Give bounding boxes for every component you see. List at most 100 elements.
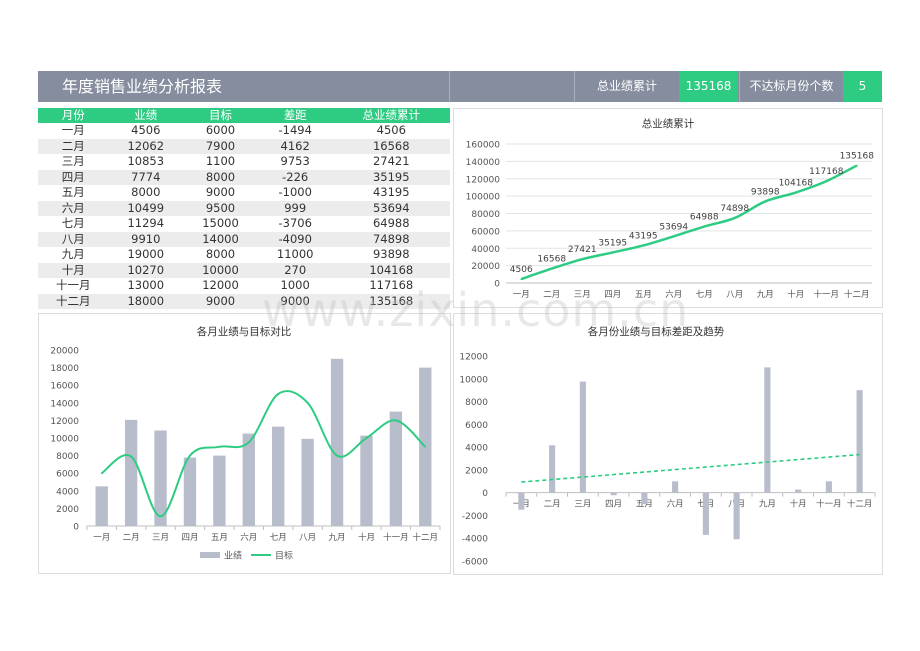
y-tick-label: 2000 <box>465 466 488 476</box>
data-label: 64988 <box>690 213 719 223</box>
cell-sales: 12062 <box>108 138 184 154</box>
x-tick-label: 三月 <box>574 500 591 510</box>
y-tick-label: 14000 <box>50 399 79 409</box>
series-line-target <box>101 390 426 518</box>
sales-vs-target-chart: 各月业绩与目标对比 0 2000 4000 6000 8000 10000 12000 140… <box>50 325 441 562</box>
cell-cumulative: 16568 <box>332 138 450 154</box>
cell-month: 十月 <box>38 262 109 278</box>
cell-sales: 10499 <box>108 200 184 216</box>
cell-target: 12000 <box>183 278 258 294</box>
y-tick-label: 80000 <box>471 210 500 220</box>
y-tick-label: -4000 <box>462 535 488 545</box>
legend-swatch-sales <box>200 552 220 558</box>
bar-sales <box>213 455 226 526</box>
y-tick-label: 10000 <box>50 435 79 445</box>
x-tick-label: 十二月 <box>413 532 439 543</box>
table-row: 十二月 18000 9000 9000 135168 <box>38 293 450 309</box>
cell-gap: -1494 <box>257 123 333 139</box>
data-point <box>218 446 221 448</box>
col-header-sales: 业绩 <box>108 108 184 123</box>
data-point <box>611 251 614 254</box>
cell-target: 14000 <box>183 231 258 247</box>
data-point <box>581 258 584 260</box>
cell-month: 五月 <box>38 185 109 201</box>
data-point <box>825 180 828 183</box>
cell-sales: 9910 <box>108 231 184 247</box>
cell-month: 八月 <box>38 231 109 247</box>
cell-gap: -4090 <box>257 231 333 247</box>
chart-title: 总业绩累计 <box>642 117 695 130</box>
cell-gap: 270 <box>257 262 333 278</box>
bar-sales <box>124 419 138 526</box>
cell-sales: 8000 <box>108 185 184 201</box>
x-tick-label: 八月 <box>726 290 743 300</box>
data-label: 93898 <box>751 187 780 197</box>
table-row: 一月 4506 6000 -1494 4506 <box>38 123 450 139</box>
sales-target-chart-panel: 各月业绩与目标对比 0 2000 4000 6000 8000 10000 12000 140… <box>38 313 451 574</box>
data-point <box>277 393 280 395</box>
data-point <box>306 402 309 404</box>
data-label: 27421 <box>568 245 597 255</box>
bar-gap <box>672 481 679 493</box>
x-tick-label: 九月 <box>329 533 346 543</box>
y-tick-label: 140000 <box>466 158 501 168</box>
bar-gap <box>825 481 832 493</box>
legend-label-sales: 业绩 <box>224 550 242 562</box>
cell-cumulative: 4506 <box>332 123 450 139</box>
bar-sales <box>330 358 344 526</box>
x-tick-label: 十一月 <box>813 289 839 300</box>
data-label: 43195 <box>629 231 658 241</box>
x-tick-label: 三月 <box>574 290 591 300</box>
bar-sales <box>242 433 255 526</box>
x-tick-label: 九月 <box>759 500 776 510</box>
y-tick-label: 18000 <box>50 364 79 374</box>
data-label: 117168 <box>809 167 844 177</box>
table-row: 九月 19000 8000 11000 93898 <box>38 247 450 263</box>
x-tick-label: 九月 <box>757 290 774 300</box>
data-label: 53694 <box>659 222 688 232</box>
x-tick-label: 三月 <box>152 533 169 543</box>
data-point <box>672 235 675 238</box>
cell-target: 6000 <box>183 123 258 139</box>
cell-gap: 4162 <box>257 138 333 154</box>
table-row: 七月 11294 15000 -3706 64988 <box>38 216 450 232</box>
missed-months-label: 不达标月份个数 <box>739 71 843 102</box>
data-point <box>130 455 132 458</box>
data-point <box>733 217 736 219</box>
cell-month: 十二月 <box>38 293 109 309</box>
cell-month: 一月 <box>38 123 109 139</box>
x-tick-label: 二月 <box>123 533 140 543</box>
bar-gap <box>579 381 586 493</box>
cell-sales: 11294 <box>108 216 184 232</box>
cell-target: 9500 <box>183 200 258 216</box>
cell-sales: 7774 <box>108 169 184 185</box>
data-label: 135168 <box>840 152 875 162</box>
x-tick-label: 七月 <box>696 290 713 300</box>
data-point <box>520 278 523 280</box>
cell-cumulative: 27421 <box>332 154 450 170</box>
data-point <box>189 454 191 457</box>
cell-target: 8000 <box>183 169 258 185</box>
bar-sales <box>360 435 373 526</box>
data-label: 104168 <box>779 179 814 189</box>
bar-gap <box>610 492 617 496</box>
cell-target: 1100 <box>183 154 258 170</box>
cell-target: 7900 <box>183 138 258 154</box>
data-point <box>764 200 767 203</box>
cell-sales: 13000 <box>108 278 184 294</box>
col-header-target: 目标 <box>183 108 258 123</box>
cell-sales: 10270 <box>108 262 184 278</box>
table-row: 二月 12062 7900 4162 16568 <box>38 138 450 154</box>
y-tick-label: 0 <box>73 523 79 533</box>
cumulative-chart-panel: 总业绩累计 0 20000 40000 60000 80000 100000 120000 1… <box>453 108 883 308</box>
x-tick-label: 十月 <box>787 289 804 300</box>
y-tick-label: 16000 <box>50 382 79 392</box>
x-tick-label: 一月 <box>513 290 530 300</box>
x-tick-label: 五月 <box>635 290 652 300</box>
cell-target: 9000 <box>183 293 258 309</box>
cell-target: 15000 <box>183 216 258 232</box>
bar-sales <box>183 457 197 526</box>
bar-gap <box>641 492 648 505</box>
data-point <box>703 225 706 228</box>
cell-gap: 999 <box>257 200 333 216</box>
